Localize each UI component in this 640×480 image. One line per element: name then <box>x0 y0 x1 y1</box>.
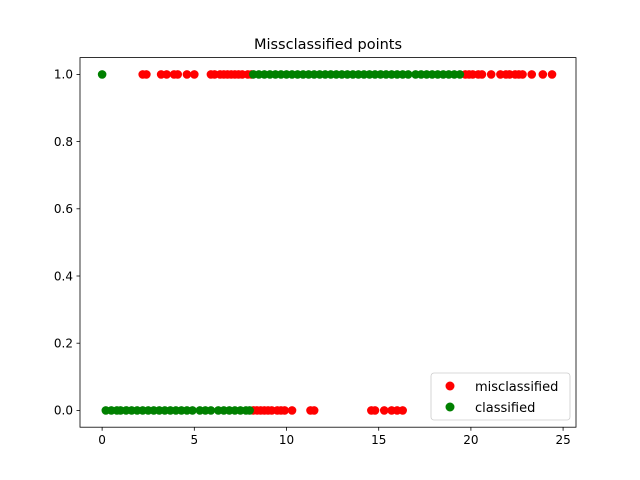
point-misclassified <box>142 70 151 79</box>
y-tick-label: 0.4 <box>54 269 73 283</box>
legend-label-classified: classified <box>475 401 535 416</box>
point-misclassified <box>280 406 289 415</box>
axes-frame <box>79 57 577 428</box>
point-misclassified <box>486 70 496 79</box>
point-misclassified <box>527 70 537 79</box>
point-misclassified <box>518 70 527 79</box>
axes-background <box>80 57 576 428</box>
point-misclassified <box>370 406 380 415</box>
x-axis: 0 5 10 15 20 25 <box>98 427 571 447</box>
x-tick-label: 10 <box>279 433 294 447</box>
point-misclassified <box>309 406 319 415</box>
point-misclassified <box>182 70 192 79</box>
legend: misclassified classified <box>430 372 571 421</box>
point-classified <box>403 70 413 79</box>
point-misclassified <box>538 70 548 79</box>
y-tick-label: 0.2 <box>54 337 73 351</box>
legend-marker-classified <box>445 402 455 412</box>
x-tick-label: 0 <box>98 433 106 447</box>
x-tick-label: 25 <box>555 433 570 447</box>
data-points <box>97 70 557 415</box>
legend-marker-misclassified <box>445 381 455 391</box>
point-misclassified <box>287 406 297 415</box>
x-tick-label: 5 <box>190 433 198 447</box>
point-classified <box>206 406 216 415</box>
point-misclassified <box>162 70 171 79</box>
point-misclassified <box>477 70 487 79</box>
point-classified <box>455 70 465 79</box>
legend-box <box>430 372 571 421</box>
x-tick-label: 20 <box>463 433 478 447</box>
point-misclassified <box>398 406 407 415</box>
chart-title: Missclassified points <box>254 37 402 53</box>
point-classified <box>245 406 254 415</box>
y-tick-label: 1.0 <box>54 68 73 82</box>
legend-label-misclassified: misclassified <box>475 380 558 395</box>
y-tick-label: 0.0 <box>54 404 73 418</box>
y-tick-label: 0.6 <box>54 202 73 216</box>
y-tick-label: 0.8 <box>54 135 73 149</box>
point-classified <box>188 406 197 415</box>
point-misclassified <box>379 406 389 415</box>
plot-area: 0 5 10 15 20 25 0.0 0.2 0.4 0.6 0.8 1.0 <box>54 57 577 447</box>
point-misclassified <box>190 70 199 79</box>
y-axis: 0.0 0.2 0.4 0.6 0.8 1.0 <box>54 68 80 418</box>
point-misclassified <box>173 70 183 79</box>
point-classified <box>97 70 107 79</box>
x-tick-label: 15 <box>371 433 386 447</box>
point-misclassified <box>547 70 557 79</box>
